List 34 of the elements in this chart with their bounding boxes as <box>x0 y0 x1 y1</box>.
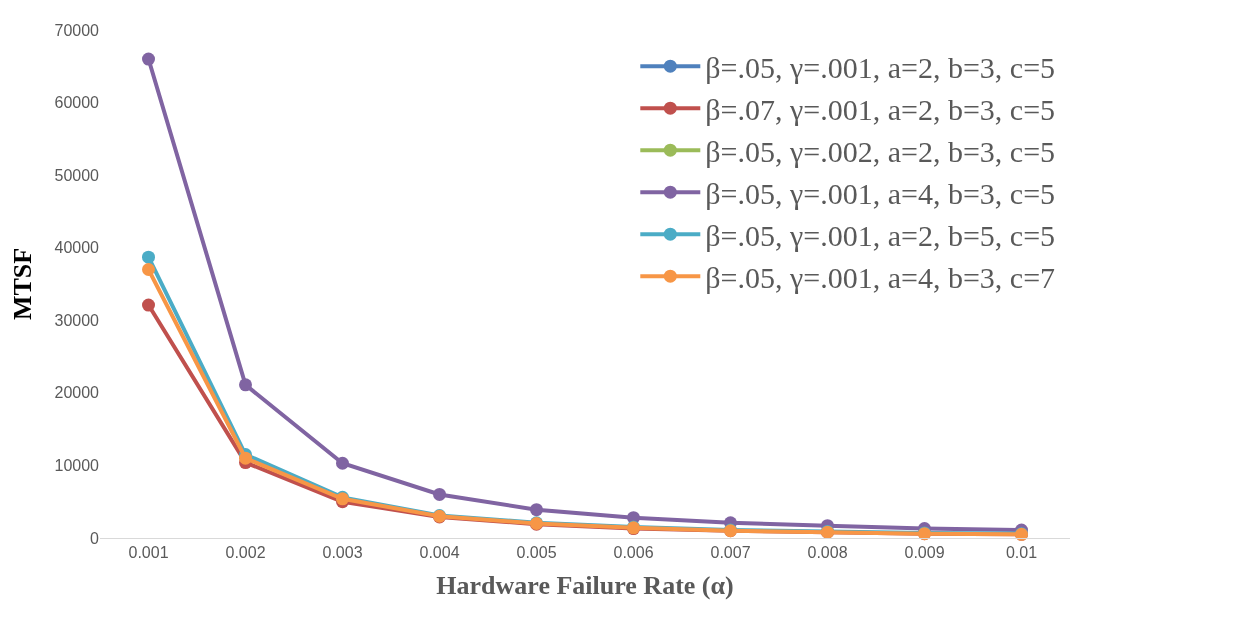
y-tick-label: 10000 <box>54 457 100 475</box>
point <box>142 250 155 264</box>
legend-label: β=.07, γ=.001, a=2, b=3, c=5 <box>705 92 1056 126</box>
y-tick-label: 20000 <box>54 384 100 402</box>
point <box>336 456 349 470</box>
point <box>530 503 543 517</box>
x-tick-label: 0.001 <box>128 544 169 562</box>
legend-label: β=.05, γ=.001, a=4, b=3, c=7 <box>705 260 1056 294</box>
x-tick-label: 0.008 <box>807 544 848 562</box>
y-tick-label: 0 <box>90 529 100 547</box>
legend-label: β=.05, γ=.002, a=2, b=3, c=5 <box>705 134 1056 168</box>
x-axis-title: Hardware Failure Rate (α) <box>436 570 734 600</box>
x-tick-label: 0.004 <box>419 544 460 562</box>
y-axis-title: MTSF <box>7 247 37 321</box>
point <box>142 298 155 312</box>
y-tick-label: 40000 <box>54 239 100 257</box>
legend-label: β=.05, γ=.001, a=2, b=5, c=5 <box>705 218 1056 252</box>
y-tick-label: 70000 <box>54 21 100 39</box>
x-tick-label: 0.005 <box>516 544 557 562</box>
legend-label: β=.05, γ=.001, a=2, b=3, c=5 <box>705 50 1056 84</box>
y-tick-label: 50000 <box>54 166 100 184</box>
point <box>142 52 155 66</box>
x-tick-label: 0.007 <box>710 544 751 562</box>
point <box>433 487 446 501</box>
y-tick-label: 30000 <box>54 311 100 329</box>
x-tick-label: 0.003 <box>322 544 363 562</box>
y-tick-label: 60000 <box>54 94 100 112</box>
x-tick-label: 0.009 <box>904 544 945 562</box>
point <box>239 378 252 392</box>
legend-label: β=.05, γ=.001, a=4, b=3, c=5 <box>705 176 1056 210</box>
x-tick-label: 0.006 <box>613 544 654 562</box>
point <box>142 262 155 276</box>
x-tick-label: 0.002 <box>225 544 266 562</box>
x-tick-label: 0.01 <box>1005 544 1038 562</box>
